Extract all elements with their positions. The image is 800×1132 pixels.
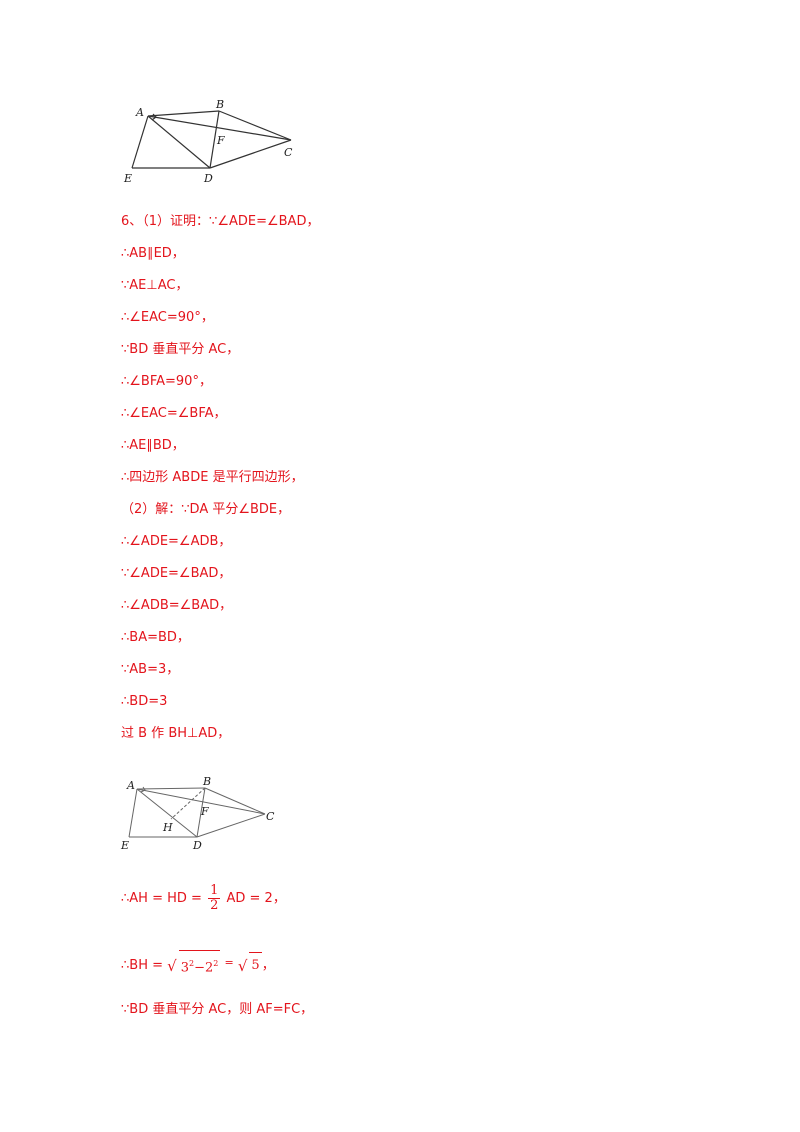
geometry-diagram-2: A B C D E F H bbox=[120, 775, 275, 852]
segment-ae bbox=[128, 788, 138, 838]
solution-line-14: ∴BA=BD， bbox=[121, 630, 190, 645]
segment-ac bbox=[147, 115, 292, 141]
solution-line-8: ∴AE∥BD， bbox=[121, 438, 185, 453]
solution-line-17: 过 B 作 BH⊥AD， bbox=[121, 726, 231, 741]
right-angle-mark bbox=[151, 113, 157, 121]
segment-bh-dashed bbox=[170, 787, 206, 820]
label-c: C bbox=[266, 810, 275, 823]
segment-bc bbox=[204, 787, 266, 815]
segment-dc bbox=[196, 813, 266, 838]
segment-bc bbox=[218, 110, 292, 141]
label-d: D bbox=[203, 172, 213, 185]
solution-line-12: ∵∠ADE=∠BAD， bbox=[121, 566, 232, 581]
solution-line-1: 6、（1）证明：∵∠ADE=∠BAD， bbox=[121, 214, 320, 229]
segment-ad bbox=[147, 115, 211, 169]
segment-bd bbox=[196, 787, 206, 838]
segment-ae bbox=[131, 115, 149, 169]
fraction-denominator: 2 bbox=[210, 898, 219, 913]
equation-bh: ∴BH = √ 32−22 = √ 5， bbox=[121, 950, 275, 981]
segment-dc bbox=[209, 139, 292, 169]
equation-ah-hd: ∴AH = HD = 1 2 AD = 2， bbox=[121, 884, 286, 914]
radicand-expression: 32−22 bbox=[178, 950, 221, 981]
bh-suffix: ， bbox=[261, 958, 275, 974]
segment-ac bbox=[136, 788, 266, 815]
solution-final-line: ∵BD 垂直平分 AC，则 AF=FC， bbox=[121, 1002, 314, 1017]
solution-line-10: （2）解：∵DA 平分∠BDE， bbox=[121, 502, 291, 517]
label-b: B bbox=[215, 98, 224, 111]
segment-ad bbox=[136, 788, 198, 838]
solution-line-13: ∴∠ADB=∠BAD， bbox=[121, 598, 233, 613]
fraction-numerator: 1 bbox=[208, 883, 221, 899]
label-e: E bbox=[120, 839, 129, 852]
bh-equals: = bbox=[224, 956, 234, 969]
solution-line-4: ∴∠EAC=90°， bbox=[121, 310, 214, 325]
ah-prefix: ∴AH = HD = bbox=[121, 891, 202, 906]
figure-quadrilateral-2: A B C D E F H bbox=[117, 775, 287, 855]
solution-line-3: ∵AE⊥AC， bbox=[121, 278, 189, 293]
label-e: E bbox=[123, 172, 132, 185]
solution-line-9: ∴四边形 ABDE 是平行四边形， bbox=[121, 470, 304, 485]
solution-line-2: ∴AB∥ED， bbox=[121, 246, 185, 261]
solution-line-11: ∴∠ADE=∠ADB， bbox=[121, 534, 232, 549]
radicand-exp-b: 2 bbox=[213, 959, 219, 968]
radical-sign-icon: √ bbox=[167, 956, 177, 975]
ah-suffix: AD = 2， bbox=[226, 891, 286, 906]
right-angle-mark bbox=[140, 786, 146, 793]
minus-sign: − bbox=[194, 960, 205, 976]
label-f: F bbox=[200, 805, 209, 818]
radicand-base-a: 3 bbox=[180, 960, 189, 976]
radicand-exp-a: 2 bbox=[188, 959, 195, 968]
solution-line-5: ∵BD 垂直平分 AC， bbox=[121, 342, 240, 357]
bh-prefix: ∴BH = bbox=[121, 958, 163, 974]
label-b: B bbox=[202, 775, 211, 788]
segment-bd bbox=[209, 110, 220, 169]
solution-line-7: ∴∠EAC=∠BFA， bbox=[121, 406, 227, 421]
label-a: A bbox=[126, 779, 135, 792]
fraction-one-half: 1 2 bbox=[208, 883, 221, 913]
segment-ab bbox=[147, 110, 220, 117]
segment-ab bbox=[136, 787, 206, 790]
label-h: H bbox=[162, 821, 173, 834]
solution-line-6: ∴∠BFA=90°， bbox=[121, 374, 212, 389]
label-a: A bbox=[135, 106, 144, 119]
figure-quadrilateral-1: A B C D E F bbox=[118, 96, 308, 188]
radicand-result: 5 bbox=[249, 952, 262, 979]
geometry-diagram-1: A B C D E F bbox=[123, 98, 293, 185]
label-d: D bbox=[192, 839, 202, 852]
radicand-base-b: 2 bbox=[204, 960, 214, 976]
label-c: C bbox=[284, 146, 293, 159]
radical-sign-icon-2: √ bbox=[237, 956, 248, 975]
label-f: F bbox=[216, 134, 225, 147]
solution-line-15: ∵AB=3， bbox=[121, 662, 180, 677]
solution-line-16: ∴BD=3 bbox=[121, 694, 168, 709]
